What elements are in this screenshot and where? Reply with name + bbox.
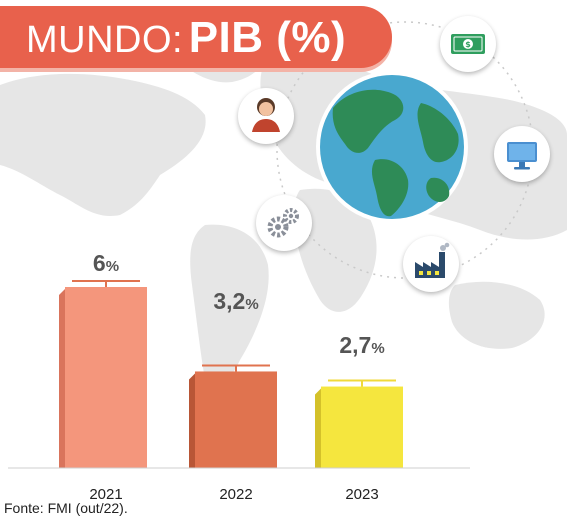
monitor-icon — [507, 142, 537, 170]
category-label-2023: 2023 — [345, 486, 378, 503]
value-number-2023: 2,7 — [339, 332, 371, 358]
value-number-2022: 3,2 — [213, 288, 245, 314]
bar-side-2022 — [189, 373, 195, 468]
value-label-2021: 6% — [93, 250, 119, 276]
bar-2023 — [315, 379, 403, 468]
globe-icon — [316, 71, 468, 223]
value-unit-2021: % — [106, 258, 119, 275]
money-icon: $ — [451, 34, 485, 54]
title-main: PIB (%) — [188, 13, 347, 62]
gears-icon — [267, 208, 299, 238]
value-label-2023: 2,7% — [339, 332, 384, 358]
value-unit-2022: % — [245, 296, 258, 313]
title-prefix: MUNDO: — [26, 19, 184, 61]
bar-2022 — [189, 364, 277, 468]
category-label-2022: 2022 — [219, 486, 252, 503]
category-label-2021: 2021 — [89, 486, 122, 503]
source-note: Fonte: FMI (out/22). — [4, 500, 128, 516]
value-label-2022: 3,2% — [213, 288, 258, 314]
chart-title: MUNDO: PIB (%) — [26, 14, 346, 62]
gears-badge — [256, 195, 312, 251]
bar-side-2021 — [59, 289, 65, 468]
svg-text:$: $ — [465, 40, 471, 49]
bar-2021-front — [65, 287, 147, 468]
title-banner: MUNDO: PIB (%) — [0, 6, 392, 68]
factory-badge — [403, 236, 459, 292]
bar-2022-front — [195, 371, 277, 468]
bar-2023-front — [321, 386, 403, 468]
monitor-badge — [494, 126, 550, 182]
person-badge — [238, 88, 294, 144]
bar-2021 — [59, 280, 147, 468]
value-unit-2023: % — [371, 340, 384, 357]
bar-side-2023 — [315, 388, 321, 468]
factory-icon — [415, 242, 450, 278]
person-icon — [252, 98, 280, 132]
money-badge: $ — [440, 16, 496, 72]
value-number-2021: 6 — [93, 250, 106, 276]
